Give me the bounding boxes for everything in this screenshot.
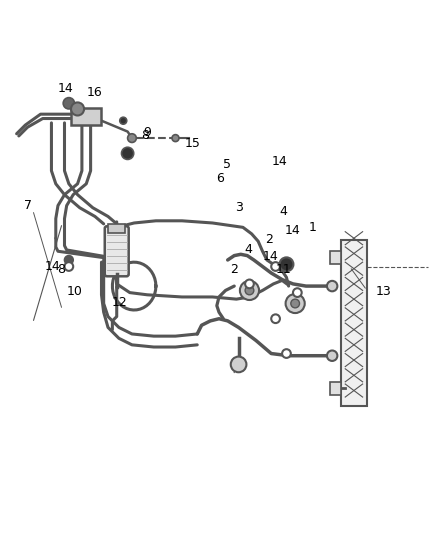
Text: 12: 12 bbox=[112, 296, 127, 309]
Text: 5: 5 bbox=[223, 158, 231, 171]
Text: 3: 3 bbox=[235, 201, 243, 214]
Text: 8: 8 bbox=[141, 128, 149, 142]
Text: 2: 2 bbox=[230, 263, 238, 277]
Circle shape bbox=[120, 117, 127, 124]
Text: 9: 9 bbox=[143, 126, 151, 139]
Circle shape bbox=[121, 147, 134, 159]
Circle shape bbox=[64, 262, 73, 271]
Circle shape bbox=[240, 281, 259, 300]
Circle shape bbox=[63, 98, 74, 109]
Circle shape bbox=[245, 286, 254, 295]
Circle shape bbox=[282, 349, 291, 358]
Bar bbox=[330, 382, 341, 395]
Text: 10: 10 bbox=[67, 285, 82, 298]
Circle shape bbox=[172, 135, 179, 142]
Text: 13: 13 bbox=[376, 285, 392, 298]
Circle shape bbox=[271, 314, 280, 323]
FancyBboxPatch shape bbox=[105, 226, 129, 276]
Text: 7: 7 bbox=[24, 199, 32, 212]
Text: 14: 14 bbox=[271, 155, 287, 168]
Circle shape bbox=[279, 257, 293, 271]
Bar bbox=[71, 108, 102, 125]
Circle shape bbox=[327, 281, 337, 292]
Text: 4: 4 bbox=[279, 205, 287, 217]
Bar bbox=[108, 224, 125, 233]
Text: 15: 15 bbox=[185, 138, 201, 150]
Text: 6: 6 bbox=[216, 172, 224, 184]
Circle shape bbox=[64, 256, 73, 264]
Text: 14: 14 bbox=[284, 224, 300, 237]
Bar bbox=[330, 251, 341, 264]
Text: 8: 8 bbox=[57, 263, 65, 277]
Text: 2: 2 bbox=[265, 233, 273, 246]
Circle shape bbox=[71, 102, 84, 116]
Circle shape bbox=[291, 299, 300, 308]
Text: 11: 11 bbox=[276, 263, 291, 277]
Circle shape bbox=[327, 351, 337, 361]
Circle shape bbox=[271, 262, 280, 271]
Circle shape bbox=[127, 134, 136, 142]
Circle shape bbox=[245, 279, 254, 288]
Text: 14: 14 bbox=[262, 251, 278, 263]
Circle shape bbox=[293, 288, 302, 297]
Bar bbox=[341, 240, 367, 406]
Text: 14: 14 bbox=[58, 82, 74, 94]
Text: 14: 14 bbox=[45, 260, 60, 273]
Text: 16: 16 bbox=[87, 86, 103, 99]
Text: 1: 1 bbox=[309, 221, 317, 234]
Circle shape bbox=[231, 357, 247, 372]
Circle shape bbox=[286, 294, 305, 313]
Text: 4: 4 bbox=[245, 244, 253, 256]
